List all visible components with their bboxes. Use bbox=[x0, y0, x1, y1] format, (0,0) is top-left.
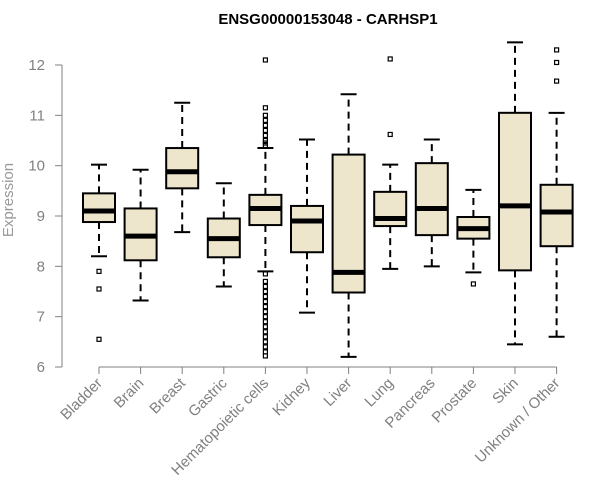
y-tick-label: 7 bbox=[37, 309, 45, 326]
y-axis: 6 7 8 9 10 11 12 bbox=[28, 57, 63, 376]
outlier-point bbox=[262, 122, 268, 129]
x-tick-label: Lung bbox=[361, 375, 397, 411]
box-kidney bbox=[290, 138, 324, 314]
outlier-point bbox=[262, 142, 268, 149]
iqr-box bbox=[82, 192, 116, 224]
y-axis-label: Expression bbox=[0, 163, 17, 237]
x-tick-label: Kidney bbox=[269, 374, 314, 419]
y-tick-label: 8 bbox=[37, 258, 45, 275]
box-breast bbox=[165, 101, 200, 234]
box-pancreas bbox=[414, 138, 449, 268]
outlier-point bbox=[387, 56, 393, 62]
outlier-point bbox=[262, 353, 268, 359]
x-tick-label: Breast bbox=[146, 374, 189, 417]
iqr-box bbox=[414, 162, 449, 237]
chart-title: ENSG00000153048 - CARHSP1 bbox=[218, 11, 437, 28]
outlier-point bbox=[262, 278, 268, 285]
outlier-point bbox=[96, 286, 102, 292]
outlier-point bbox=[262, 324, 268, 330]
outlier-point bbox=[262, 117, 268, 123]
outlier-point bbox=[262, 283, 268, 290]
outlier-point bbox=[470, 281, 476, 287]
outlier-point bbox=[262, 127, 268, 134]
outlier-point bbox=[262, 132, 268, 139]
iqr-box bbox=[539, 183, 574, 248]
boxes-group bbox=[82, 41, 574, 359]
outlier-point bbox=[262, 105, 268, 111]
box-lung bbox=[373, 56, 408, 270]
x-tick-label: Skin bbox=[489, 375, 522, 408]
outlier-point bbox=[262, 319, 268, 325]
outlier-point bbox=[262, 112, 268, 118]
outlier-point bbox=[262, 304, 268, 310]
iqr-box bbox=[290, 204, 324, 254]
box-liver bbox=[331, 93, 366, 358]
box-bladder bbox=[82, 163, 116, 342]
outlier-point bbox=[553, 59, 560, 66]
y-tick-label: 11 bbox=[29, 107, 45, 124]
y-tick-label: 6 bbox=[37, 359, 45, 376]
iqr-box bbox=[498, 111, 532, 272]
outlier-point bbox=[262, 349, 268, 355]
outlier-point bbox=[96, 336, 102, 342]
x-tick-label: Bladder bbox=[57, 375, 106, 424]
outlier-point bbox=[262, 314, 268, 320]
x-tick-label: Liver bbox=[320, 375, 355, 410]
outlier-point bbox=[262, 309, 268, 315]
outlier-point bbox=[553, 47, 560, 53]
x-tick-label: Brain bbox=[111, 375, 148, 412]
iqr-box bbox=[165, 147, 200, 190]
box-prostate bbox=[456, 188, 491, 287]
outlier-point bbox=[262, 339, 268, 345]
outlier-point bbox=[262, 344, 268, 350]
outlier-point bbox=[262, 329, 268, 335]
y-tick-label: 9 bbox=[37, 208, 45, 225]
box-brain bbox=[123, 168, 158, 302]
outlier-point bbox=[96, 268, 102, 274]
outlier-point bbox=[387, 131, 393, 138]
outlier-point bbox=[553, 78, 560, 84]
outlier-point bbox=[262, 334, 268, 340]
box-skin bbox=[498, 41, 532, 346]
outlier-point bbox=[262, 293, 268, 300]
y-tick-label: 12 bbox=[28, 57, 45, 74]
outlier-point bbox=[262, 298, 268, 305]
x-tick-label: Prostate bbox=[429, 375, 481, 427]
outlier-point bbox=[262, 288, 268, 295]
box-unknown-other bbox=[539, 47, 574, 338]
iqr-box bbox=[331, 153, 366, 294]
box-gastric bbox=[206, 182, 241, 288]
outlier-point bbox=[262, 271, 268, 277]
outlier-point bbox=[262, 57, 268, 63]
box-hematopoietic-cells bbox=[248, 57, 283, 359]
y-tick-label: 10 bbox=[28, 158, 45, 175]
